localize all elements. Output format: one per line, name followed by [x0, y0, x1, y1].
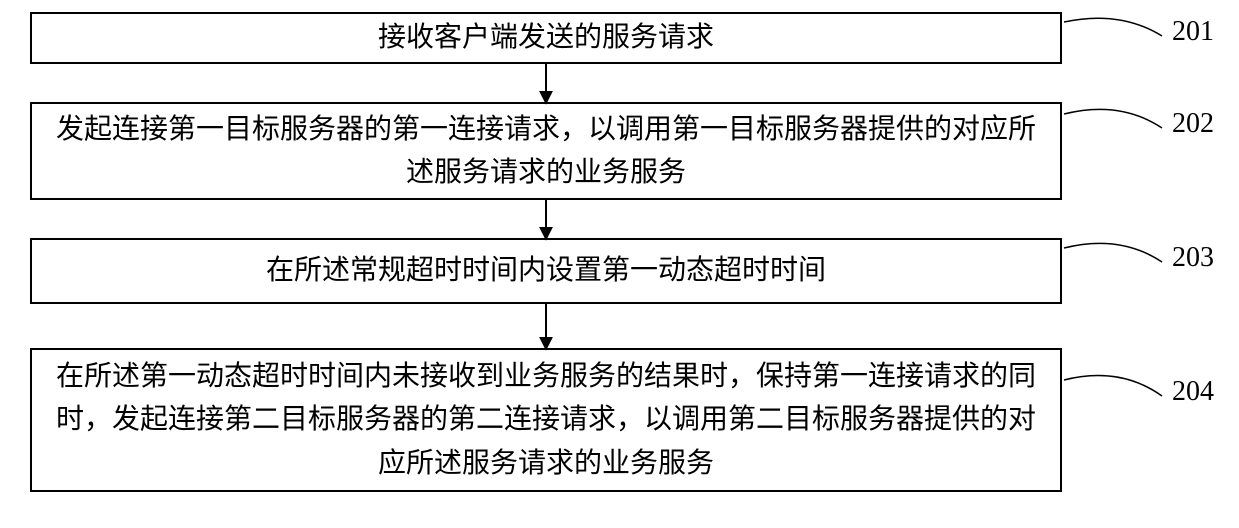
flow-node-3: 在所述常规超时时间内设置第一动态超时时间: [30, 238, 1062, 304]
flow-node-1-label: 201: [1172, 16, 1214, 48]
flow-node-4-text: 在所述第一动态超时时间内未接收到业务服务的结果时，保持第一连接请求的同时，发起连…: [52, 355, 1040, 485]
flow-node-1: 接收客户端发送的服务请求: [30, 12, 1062, 64]
flow-node-1-text: 接收客户端发送的服务请求: [378, 16, 714, 59]
flow-node-2-text: 发起连接第一目标服务器的第一连接请求，以调用第一目标服务器提供的对应所述服务请求…: [52, 108, 1040, 195]
flow-node-3-label: 203: [1172, 242, 1214, 274]
flow-node-4-label: 204: [1172, 376, 1214, 408]
flow-node-2-label: 202: [1172, 108, 1214, 140]
flow-node-3-text: 在所述常规超时时间内设置第一动态超时时间: [266, 249, 826, 292]
flow-node-4: 在所述第一动态超时时间内未接收到业务服务的结果时，保持第一连接请求的同时，发起连…: [30, 348, 1062, 492]
flow-node-2: 发起连接第一目标服务器的第一连接请求，以调用第一目标服务器提供的对应所述服务请求…: [30, 102, 1062, 200]
flowchart-canvas: 接收客户端发送的服务请求 201 发起连接第一目标服务器的第一连接请求，以调用第…: [0, 0, 1239, 528]
